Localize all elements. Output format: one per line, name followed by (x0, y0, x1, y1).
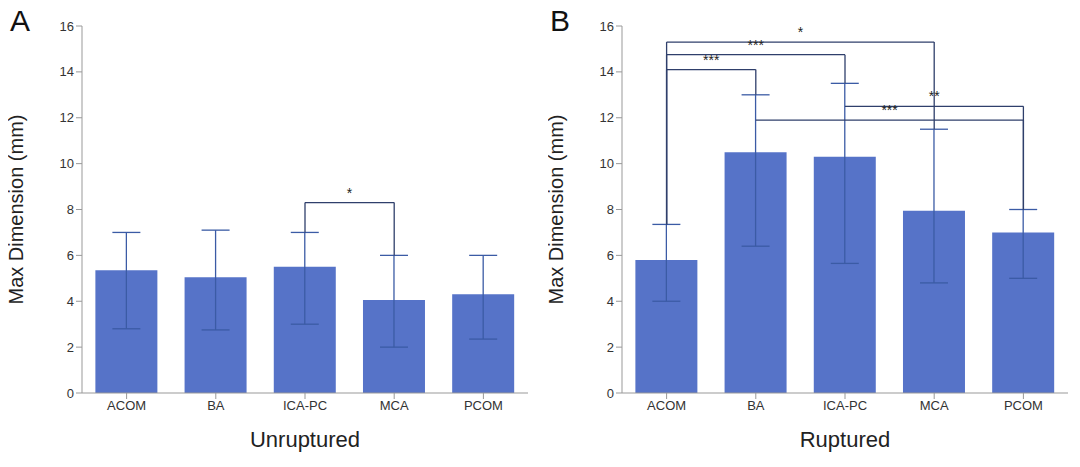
svg-text:4: 4 (67, 294, 74, 309)
svg-text:ICA-PC: ICA-PC (283, 398, 327, 413)
svg-text:10: 10 (600, 156, 614, 171)
svg-text:Ruptured: Ruptured (800, 427, 891, 452)
svg-text:0: 0 (607, 386, 614, 401)
svg-text:14: 14 (60, 64, 74, 79)
html-text:A: A (10, 4, 30, 37)
svg-text:PCOM: PCOM (464, 398, 503, 413)
svg-text:*: * (347, 185, 353, 201)
svg-text:6: 6 (607, 248, 614, 263)
svg-text:BA: BA (207, 398, 225, 413)
svg-text:**: ** (929, 88, 940, 104)
svg-text:ICA-PC: ICA-PC (823, 398, 867, 413)
svg-text:Max Dimension (mm): Max Dimension (mm) (8, 114, 27, 304)
svg-text:8: 8 (607, 202, 614, 217)
svg-text:MCA: MCA (380, 398, 409, 413)
svg-text:12: 12 (60, 110, 74, 125)
svg-text:8: 8 (67, 202, 74, 217)
svg-text:*: * (798, 24, 804, 40)
svg-text:MCA: MCA (920, 398, 949, 413)
svg-text:ACOM: ACOM (647, 398, 686, 413)
svg-text:***: *** (703, 52, 720, 68)
svg-text:16: 16 (60, 19, 74, 34)
svg-text:16: 16 (600, 19, 614, 34)
svg-text:***: *** (881, 102, 898, 118)
svg-text:Max Dimension (mm): Max Dimension (mm) (548, 114, 567, 304)
svg-text:4: 4 (607, 294, 614, 309)
svg-text:***: *** (748, 37, 765, 53)
svg-text:6: 6 (67, 248, 74, 263)
svg-text:12: 12 (600, 110, 614, 125)
svg-text:PCOM: PCOM (1004, 398, 1043, 413)
svg-text:BA: BA (747, 398, 765, 413)
svg-text:10: 10 (60, 156, 74, 171)
svg-text:2: 2 (67, 340, 74, 355)
html-text:B: B (550, 4, 570, 37)
svg-text:0: 0 (67, 386, 74, 401)
svg-text:2: 2 (607, 340, 614, 355)
svg-text:Unruptured: Unruptured (250, 427, 360, 452)
svg-text:14: 14 (600, 64, 614, 79)
svg-text:ACOM: ACOM (107, 398, 146, 413)
